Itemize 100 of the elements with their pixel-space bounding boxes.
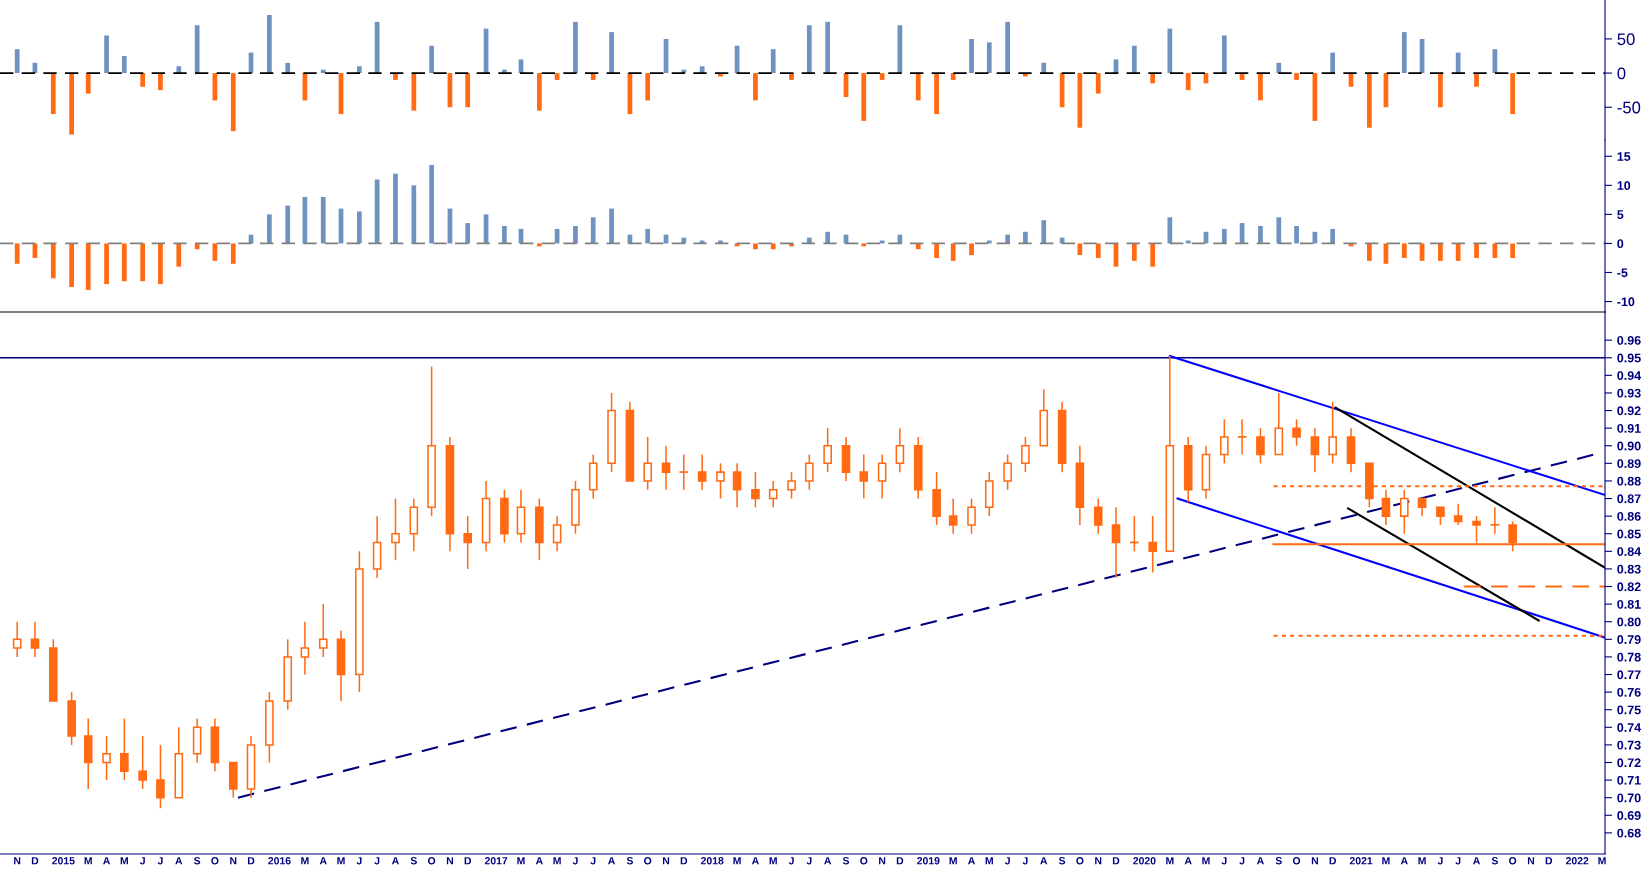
- bar: [69, 73, 74, 135]
- x-tick-label: 2021: [1349, 857, 1373, 865]
- candlestick: [948, 497, 958, 535]
- y-tick-label: 0.84: [1617, 547, 1642, 556]
- x-tick-label: M: [337, 857, 345, 865]
- y-tick-label: 0: [1617, 67, 1626, 80]
- bar: [1276, 217, 1282, 244]
- bar: [770, 243, 776, 250]
- x-tick-label: A: [1473, 857, 1481, 865]
- bar: [1510, 243, 1516, 258]
- candlestick: [1237, 418, 1247, 456]
- candlestick: [1310, 427, 1320, 473]
- bar: [969, 38, 974, 74]
- candlestick: [12, 620, 22, 658]
- x-tick-label: M: [733, 857, 741, 865]
- bar: [85, 243, 91, 290]
- x-tick-label: S: [842, 857, 850, 865]
- candlestick: [787, 471, 796, 500]
- bar: [267, 15, 272, 74]
- x-tick-label: 2018: [700, 857, 724, 865]
- y-tick-label: 0.78: [1617, 652, 1641, 662]
- candlestick: [1381, 488, 1391, 526]
- bar: [986, 42, 992, 74]
- x-tick-label: D: [1545, 857, 1553, 865]
- bar: [465, 223, 471, 244]
- candlestick: [300, 620, 310, 676]
- y-tick-label: 0.71: [1617, 775, 1641, 785]
- x-tick-label: M: [517, 857, 525, 865]
- candlestick: [679, 453, 689, 491]
- bar: [950, 73, 956, 80]
- x-tick-label: A: [175, 857, 183, 865]
- bar: [753, 243, 758, 250]
- candlestick: [768, 480, 778, 509]
- y-tick-label: 10: [1617, 181, 1631, 190]
- x-tick-label: O: [1292, 857, 1301, 865]
- bar: [573, 21, 578, 74]
- y-tick-label: 0.79: [1617, 635, 1641, 644]
- bar: [1221, 228, 1227, 244]
- x-tick-label: A: [608, 857, 616, 865]
- y-tick-label: 0.96: [1617, 335, 1641, 345]
- x-tick-label: A: [391, 857, 399, 865]
- candlestick: [732, 462, 742, 509]
- candlestick: [1490, 506, 1500, 535]
- bar: [320, 196, 326, 244]
- y-tick-label: 0.89: [1617, 459, 1641, 468]
- x-tick-label: J: [572, 857, 578, 865]
- x-tick-label: O: [1076, 857, 1084, 865]
- y-tick-label: 0.85: [1617, 529, 1641, 539]
- y-tick-label: -5: [1617, 268, 1628, 278]
- y-tick-label: -10: [1617, 297, 1635, 307]
- candlestick: [967, 497, 976, 535]
- bar: [50, 73, 56, 115]
- candlestick: [391, 497, 400, 561]
- y-tick-label: 0.87: [1617, 494, 1641, 504]
- bar: [536, 243, 542, 247]
- x-tick-label: M: [985, 857, 993, 865]
- bar: [1294, 226, 1299, 244]
- x-tick-label: S: [1491, 857, 1498, 865]
- bar: [69, 243, 74, 288]
- y-tick-label: 0.92: [1617, 406, 1641, 416]
- x-tick-label: M: [769, 857, 777, 865]
- x-tick-label: A: [751, 857, 759, 865]
- y-tick-label: 0.81: [1617, 599, 1641, 609]
- bar: [140, 243, 146, 282]
- bar: [1077, 73, 1083, 128]
- x-tick-label: J: [1004, 857, 1010, 865]
- x-tick-label: O: [427, 857, 436, 865]
- bar: [609, 32, 614, 74]
- bar: [1455, 243, 1461, 261]
- bar: [1401, 32, 1407, 74]
- y-tick-label: 0.88: [1617, 476, 1641, 486]
- x-tick-label: A: [824, 857, 832, 865]
- x-tick-label: 2020: [1133, 857, 1156, 865]
- candlestick: [751, 471, 760, 509]
- y-tick-label: 50: [1617, 33, 1635, 46]
- bar: [1095, 243, 1101, 258]
- x-tick-label: D: [31, 857, 39, 865]
- y-tick-label: 0.90: [1617, 441, 1641, 451]
- bar: [267, 214, 272, 244]
- candlestick: [697, 453, 707, 491]
- x-tick-label: M: [301, 857, 309, 865]
- candlestick: [643, 436, 653, 491]
- bar: [969, 243, 974, 256]
- bar: [1294, 73, 1299, 80]
- x-tick-label: S: [1058, 857, 1066, 865]
- candlestick: [823, 427, 832, 473]
- y-tick-label: 15: [1617, 152, 1631, 161]
- bar: [465, 73, 471, 108]
- bar: [230, 243, 236, 264]
- candlestick: [318, 603, 328, 658]
- x-tick-label: N: [1095, 857, 1102, 865]
- x-tick-label: M: [1382, 857, 1390, 865]
- x-tick-label: 2022: [1565, 857, 1589, 865]
- candlestick: [1003, 453, 1012, 491]
- candlestick: [859, 453, 869, 500]
- bar: [1095, 73, 1101, 94]
- bar: [1005, 234, 1011, 244]
- bar: [770, 49, 776, 74]
- y-tick-label: 0.95: [1617, 353, 1641, 363]
- candlestick: [138, 735, 147, 790]
